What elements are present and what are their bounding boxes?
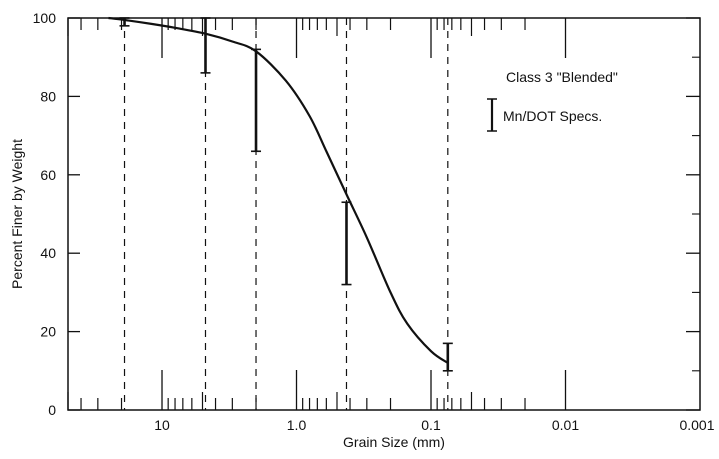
x-tick-label: 1.0 — [287, 417, 307, 433]
gradation-curve — [108, 16, 449, 364]
y-tick-label: 40 — [40, 245, 56, 261]
y-axis-title: Percent Finer by Weight — [9, 139, 25, 289]
y-tick-label: 20 — [40, 324, 56, 340]
minor-ticks — [67, 18, 526, 410]
x-tick-label: 10 — [154, 417, 170, 433]
y-tick-label: 0 — [48, 402, 56, 418]
spec-bars — [119, 17, 453, 372]
legend-series-label: Class 3 "Blended" — [506, 69, 618, 85]
spec-bar — [341, 201, 352, 286]
x-tick-label: 0.01 — [552, 417, 579, 433]
plot-frame — [67, 17, 701, 411]
sieve-lines — [123, 18, 449, 410]
spec-bar — [251, 48, 262, 153]
y-tick-label: 80 — [40, 88, 56, 104]
spec-bar — [119, 17, 130, 27]
y-tick-label: 100 — [33, 10, 57, 26]
x-tick-labels: 10 1.0 0.1 0.01 0.001 — [154, 417, 715, 433]
legend: Class 3 "Blended" Mn/DOT Specs. — [487, 69, 618, 132]
x-tick-label: 0.001 — [679, 417, 714, 433]
y-tick-label: 60 — [40, 167, 56, 183]
spec-bar — [200, 17, 211, 74]
spec-bar-legend-icon — [487, 98, 497, 132]
y-tick-labels: 0 20 40 60 80 100 — [33, 10, 57, 418]
legend-spec-label: Mn/DOT Specs. — [503, 108, 602, 124]
x-tick-label: 0.1 — [421, 417, 441, 433]
spec-bar — [442, 342, 453, 372]
x-axis-title: Grain Size (mm) — [343, 434, 445, 450]
